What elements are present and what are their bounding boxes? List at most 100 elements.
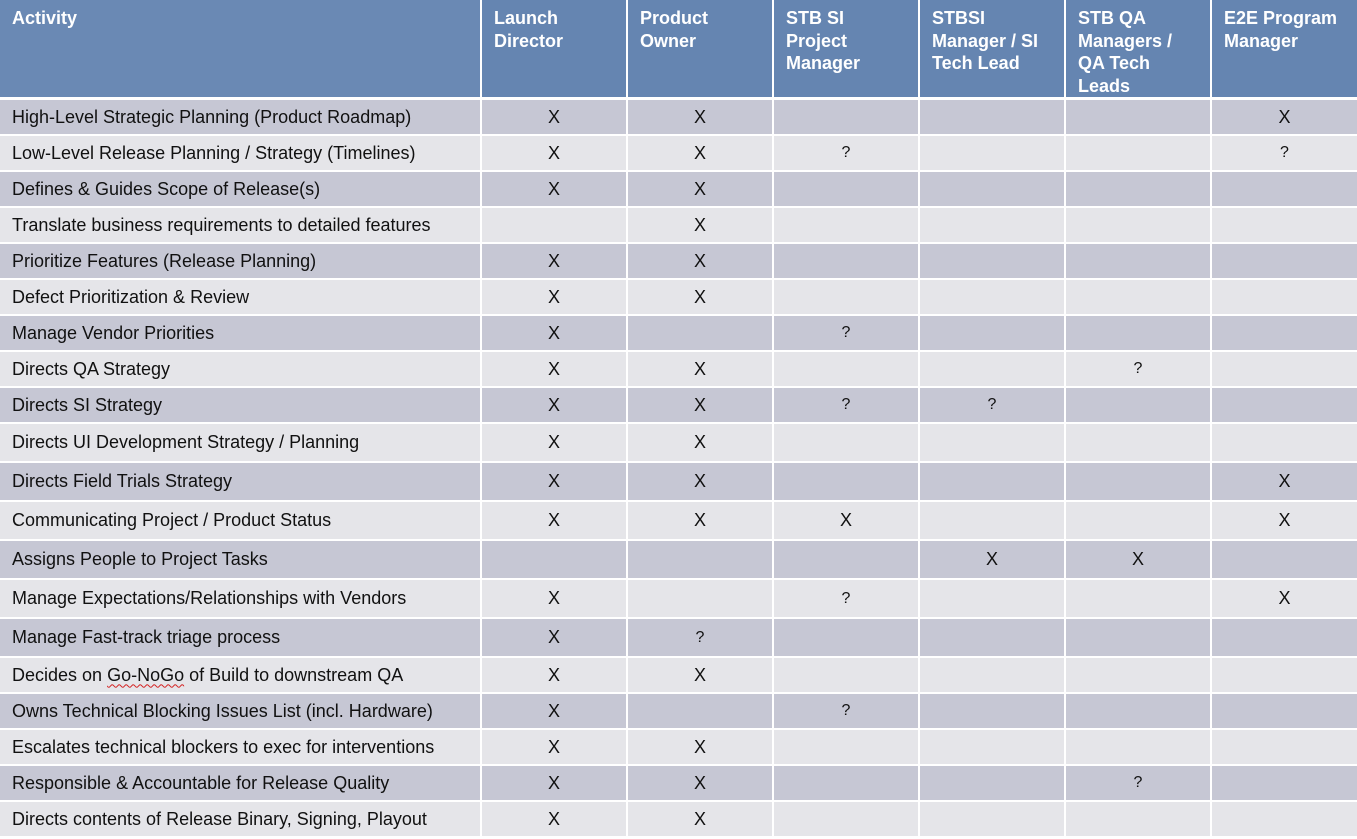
cell-launch-director: X (482, 502, 628, 541)
table-row: Owns Technical Blocking Issues List (inc… (0, 694, 1357, 730)
cell-stb-si-project-manager (774, 463, 920, 502)
cell-stbsi-manager-si-tech-lead (920, 730, 1066, 766)
cell-launch-director: X (482, 316, 628, 352)
header-row: Activity Launch Director Product Owner STB SI… (0, 0, 1357, 100)
cell-launch-director: X (482, 172, 628, 208)
cell-stb-qa-managers-qa-tech-leads (1066, 208, 1212, 244)
activity-cell: Owns Technical Blocking Issues List (inc… (0, 694, 482, 730)
cell-stb-qa-managers-qa-tech-leads (1066, 136, 1212, 172)
cell-e2e-program-manager: X (1212, 463, 1357, 502)
activity-cell: Directs QA Strategy (0, 352, 482, 388)
activity-cell: Low-Level Release Planning / Strategy (T… (0, 136, 482, 172)
cell-e2e-program-manager (1212, 280, 1357, 316)
cell-stbsi-manager-si-tech-lead (920, 694, 1066, 730)
cell-launch-director: X (482, 802, 628, 838)
cell-stbsi-manager-si-tech-lead (920, 208, 1066, 244)
cell-product-owner (628, 541, 774, 580)
table-row: Decides on Go-NoGo of Build to downstrea… (0, 658, 1357, 694)
activity-cell: Responsible & Accountable for Release Qu… (0, 766, 482, 802)
cell-stb-si-project-manager: ? (774, 136, 920, 172)
cell-product-owner: X (628, 463, 774, 502)
cell-stb-si-project-manager (774, 658, 920, 694)
cell-stb-si-project-manager (774, 100, 920, 136)
activity-cell: Escalates technical blockers to exec for… (0, 730, 482, 766)
cell-stb-qa-managers-qa-tech-leads (1066, 802, 1212, 838)
table-row: Directs QA Strategy X X? (0, 352, 1357, 388)
cell-product-owner: X (628, 244, 774, 280)
column-header-line: Launch (494, 8, 559, 28)
column-header-line: E2E Program (1224, 8, 1338, 28)
cell-launch-director (482, 541, 628, 580)
cell-stbsi-manager-si-tech-lead (920, 802, 1066, 838)
cell-stb-si-project-manager (774, 280, 920, 316)
cell-stb-si-project-manager (774, 619, 920, 658)
column-header-line: Manager (786, 53, 861, 73)
cell-stbsi-manager-si-tech-lead (920, 352, 1066, 388)
activity-text: of Build to downstream QA (184, 664, 404, 685)
cell-e2e-program-manager: X (1212, 502, 1357, 541)
activity-cell: Manage Expectations/Relationships with V… (0, 580, 482, 619)
activity-cell: Directs Field Trials Strategy (0, 463, 482, 502)
activity-cell: Directs SI Strategy (0, 388, 482, 424)
activity-cell: Assigns People to Project Tasks (0, 541, 482, 580)
activity-cell: Translate business requirements to detai… (0, 208, 482, 244)
cell-launch-director: X (482, 136, 628, 172)
cell-stb-si-project-manager (774, 802, 920, 838)
column-header-stb-si-project-manager: STB SI Project Manager (774, 0, 920, 100)
column-header-line: STB SI (786, 8, 845, 28)
cell-stbsi-manager-si-tech-lead (920, 100, 1066, 136)
cell-launch-director: X (482, 352, 628, 388)
activity-cell: Manage Vendor Priorities (0, 316, 482, 352)
column-header-activity: Activity (0, 0, 482, 100)
column-header-line: Director (494, 30, 564, 51)
activity-cell: Prioritize Features (Release Planning) (0, 244, 482, 280)
table-row: Manage Fast-track triage process X? (0, 619, 1357, 658)
cell-product-owner: X (628, 208, 774, 244)
table-row: Manage Vendor Priorities X? (0, 316, 1357, 352)
cell-launch-director: X (482, 580, 628, 619)
cell-launch-director: X (482, 766, 628, 802)
table-row: Directs Field Trials Strategy X X X (0, 463, 1357, 502)
cell-e2e-program-manager (1212, 388, 1357, 424)
cell-product-owner: X (628, 100, 774, 136)
cell-launch-director (482, 208, 628, 244)
cell-stbsi-manager-si-tech-lead (920, 424, 1066, 463)
column-header-line: Activity (12, 8, 78, 28)
table-row: Responsible & Accountable for Release Qu… (0, 766, 1357, 802)
cell-launch-director: X (482, 388, 628, 424)
cell-stb-qa-managers-qa-tech-leads: ? (1066, 766, 1212, 802)
table-row: High-Level Strategic Planning (Product R… (0, 100, 1357, 136)
cell-product-owner: X (628, 280, 774, 316)
table-row: Directs SI Strategy X X?? (0, 388, 1357, 424)
activity-cell: Communicating Project / Product Status (0, 502, 482, 541)
table-row: Escalates technical blockers to exec for… (0, 730, 1357, 766)
cell-stb-si-project-manager: ? (774, 316, 920, 352)
table-row: Defect Prioritization & Review X X (0, 280, 1357, 316)
cell-stbsi-manager-si-tech-lead: ? (920, 388, 1066, 424)
cell-e2e-program-manager (1212, 658, 1357, 694)
cell-e2e-program-manager (1212, 730, 1357, 766)
cell-stb-si-project-manager: ? (774, 388, 920, 424)
table-row: Communicating Project / Product Status X X… (0, 502, 1357, 541)
cell-stb-qa-managers-qa-tech-leads (1066, 502, 1212, 541)
cell-e2e-program-manager (1212, 424, 1357, 463)
cell-e2e-program-manager: ? (1212, 136, 1357, 172)
spellcheck-flagged-word: Go-NoGo (107, 664, 185, 685)
cell-stb-qa-managers-qa-tech-leads: ? (1066, 352, 1212, 388)
cell-launch-director: X (482, 100, 628, 136)
cell-stbsi-manager-si-tech-lead (920, 172, 1066, 208)
cell-e2e-program-manager: X (1212, 100, 1357, 136)
cell-stb-si-project-manager (774, 172, 920, 208)
cell-stbsi-manager-si-tech-lead (920, 766, 1066, 802)
column-header-line: Manager (1224, 30, 1299, 51)
column-header-product-owner: Product Owner (628, 0, 774, 100)
cell-stb-qa-managers-qa-tech-leads (1066, 244, 1212, 280)
cell-stb-qa-managers-qa-tech-leads (1066, 580, 1212, 619)
cell-launch-director: X (482, 280, 628, 316)
table-row: Defines & Guides Scope of Release(s) X X (0, 172, 1357, 208)
activity-cell: Defines & Guides Scope of Release(s) (0, 172, 482, 208)
cell-stb-qa-managers-qa-tech-leads: X (1066, 541, 1212, 580)
cell-product-owner (628, 694, 774, 730)
cell-stbsi-manager-si-tech-lead (920, 280, 1066, 316)
cell-stb-si-project-manager: ? (774, 580, 920, 619)
